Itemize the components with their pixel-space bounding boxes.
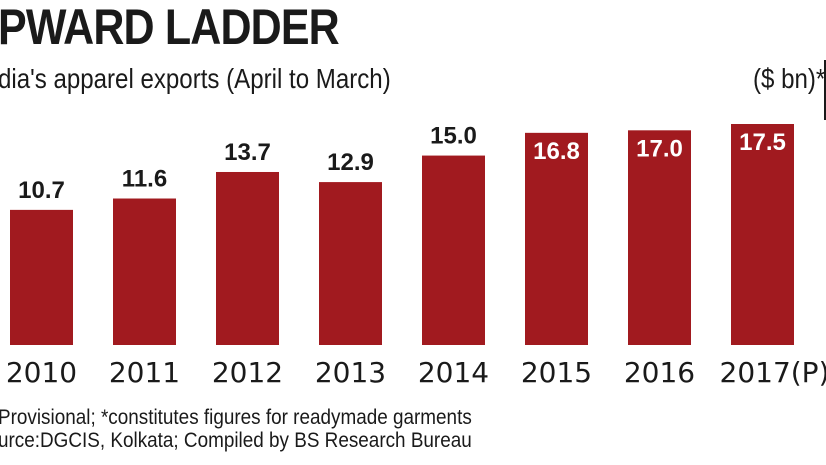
edge-rule bbox=[824, 60, 826, 120]
x-tick-2012: 2012 bbox=[212, 356, 283, 389]
x-tick-2010: 2010 bbox=[6, 356, 77, 389]
x-tick-2014: 2014 bbox=[418, 356, 489, 389]
value-label-2014: 15.0 bbox=[430, 123, 477, 150]
x-tick-2016: 2016 bbox=[624, 356, 695, 389]
value-label-2012: 13.7 bbox=[224, 139, 271, 166]
footnote-provisional: Provisional; *constitutes figures for re… bbox=[0, 406, 472, 429]
footnote-source: urce:DGCIS, Kolkata; Compiled by BS Rese… bbox=[0, 429, 472, 452]
unit-label: ($ bn)* bbox=[753, 63, 826, 94]
bar-2010 bbox=[10, 209, 73, 345]
bar-2014 bbox=[422, 155, 485, 345]
x-tick-2015: 2015 bbox=[521, 356, 592, 389]
bar-2015 bbox=[525, 132, 588, 345]
x-tick-2013: 2013 bbox=[315, 356, 386, 389]
bar-2016 bbox=[628, 130, 691, 345]
bar-2017(P) bbox=[731, 124, 794, 345]
bar-2011 bbox=[113, 198, 176, 345]
chart-title: PWARD LADDER bbox=[0, 0, 340, 55]
value-label-2011: 11.6 bbox=[122, 166, 167, 193]
value-label-2015: 16.8 bbox=[533, 138, 580, 165]
x-tick-2017(P): 2017(P) bbox=[720, 356, 826, 389]
value-label-2010: 10.7 bbox=[18, 177, 65, 204]
bar-2013 bbox=[319, 182, 382, 345]
value-label-2013: 12.9 bbox=[327, 149, 374, 176]
value-label-2017(P): 17.5 bbox=[739, 129, 786, 156]
x-tick-2011: 2011 bbox=[109, 356, 180, 389]
bar-2012 bbox=[216, 171, 279, 345]
value-label-2016: 17.0 bbox=[636, 135, 683, 162]
chart-subtitle: dia's apparel exports (April to March) bbox=[0, 63, 391, 94]
